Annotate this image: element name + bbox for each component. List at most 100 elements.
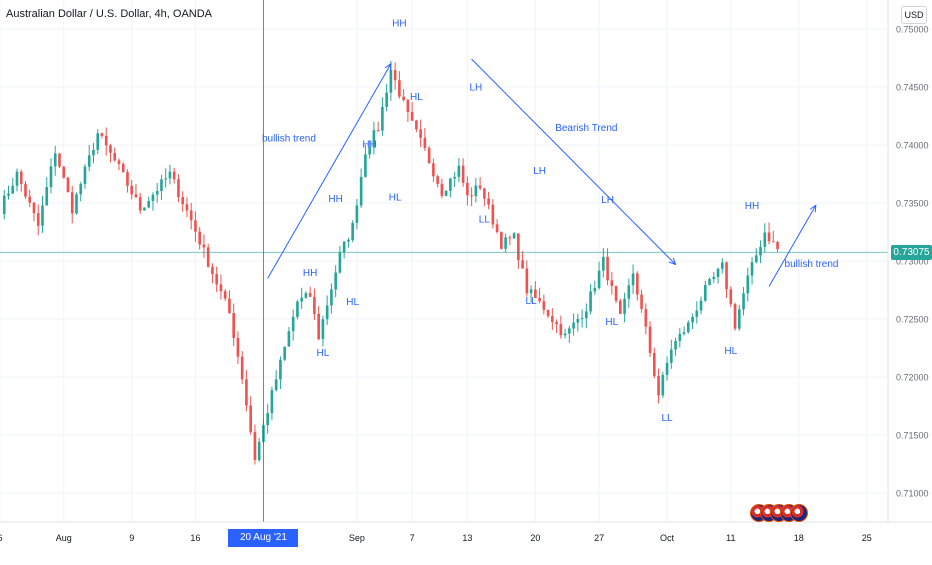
candle-body bbox=[568, 328, 571, 334]
candle-body bbox=[62, 166, 66, 178]
candle bbox=[223, 289, 227, 302]
chart-annotation-label[interactable]: HL bbox=[605, 317, 618, 328]
chart-annotation-label[interactable]: LH bbox=[533, 166, 546, 177]
price-tick-label: 0.74000 bbox=[896, 141, 929, 151]
candle-body bbox=[551, 316, 554, 323]
economic-events[interactable] bbox=[750, 504, 808, 522]
candle-body bbox=[185, 204, 189, 211]
candle bbox=[24, 181, 27, 200]
chart-annotation-label[interactable]: bullish trend bbox=[785, 259, 839, 270]
chart-annotation-label[interactable]: HL bbox=[724, 346, 737, 357]
candle-body bbox=[359, 176, 363, 206]
candle-body bbox=[619, 300, 622, 314]
candle bbox=[478, 177, 482, 191]
candle bbox=[559, 315, 563, 339]
trend-arrow-head[interactable] bbox=[809, 204, 817, 213]
candle bbox=[113, 147, 117, 162]
candle-body bbox=[338, 252, 342, 273]
candle bbox=[423, 127, 427, 151]
chart-annotation-label[interactable]: HH bbox=[745, 201, 759, 212]
candle bbox=[11, 177, 15, 194]
candle-body bbox=[155, 191, 159, 195]
candle-body bbox=[215, 274, 219, 285]
candle-body bbox=[491, 204, 495, 225]
chart-annotation-label[interactable]: HL bbox=[410, 92, 423, 103]
candle bbox=[771, 230, 775, 243]
chart-annotation-label[interactable]: HH bbox=[328, 194, 342, 205]
chart-annotation-label[interactable]: LL bbox=[661, 413, 673, 424]
candle-body bbox=[236, 337, 240, 357]
candle bbox=[529, 285, 533, 303]
candle bbox=[691, 313, 694, 330]
candle-body bbox=[614, 286, 618, 301]
candle bbox=[483, 187, 486, 207]
candle bbox=[674, 337, 677, 356]
candle-body bbox=[750, 262, 754, 276]
candle bbox=[716, 267, 720, 284]
trend-arrow-head[interactable] bbox=[668, 257, 677, 266]
trend-arrow-line[interactable] bbox=[768, 205, 817, 287]
candle bbox=[415, 119, 418, 133]
currency-button[interactable]: USD bbox=[901, 6, 927, 24]
candle-body bbox=[36, 213, 40, 226]
candle bbox=[36, 204, 40, 236]
candle bbox=[15, 168, 19, 192]
candle-body bbox=[104, 135, 108, 146]
candle-body bbox=[495, 224, 499, 233]
drawings[interactable]: HH HL bullish trend HH HH HL HH HL HL LH Bearish T… bbox=[0, 0, 888, 522]
chart-annotation-label[interactable]: HL bbox=[389, 193, 402, 204]
chart-annotation-label[interactable]: HL bbox=[317, 348, 330, 359]
chart-annotation-label[interactable]: LH bbox=[469, 82, 482, 93]
candle bbox=[338, 245, 342, 274]
trend-arrow-line[interactable] bbox=[471, 58, 676, 265]
chart-annotation-label[interactable]: bullish trend bbox=[262, 134, 316, 145]
chart-annotation-label[interactable]: HH bbox=[362, 139, 376, 150]
candle bbox=[376, 121, 380, 132]
candle bbox=[126, 169, 129, 193]
candle-body bbox=[364, 154, 367, 177]
trend-arrow[interactable] bbox=[471, 58, 677, 266]
trend-arrow-head[interactable] bbox=[384, 62, 392, 71]
chart-annotation-label[interactable]: HH bbox=[392, 19, 406, 30]
candle-body bbox=[228, 298, 231, 314]
chart-annotation-label[interactable]: LL bbox=[479, 215, 491, 226]
candle-body bbox=[725, 262, 728, 290]
price-axis[interactable]: 0.75000 0.74500 0.74000 0.73500 0.73000 0.725… bbox=[887, 0, 932, 550]
chart-annotation-label[interactable]: HH bbox=[303, 268, 317, 279]
time-tick-label: 25 bbox=[862, 533, 872, 543]
candle-body bbox=[517, 233, 520, 261]
candle-body bbox=[657, 375, 660, 396]
chart-annotation-label[interactable]: LH bbox=[601, 195, 614, 206]
candle bbox=[737, 304, 741, 331]
candle bbox=[436, 174, 439, 188]
candle bbox=[168, 164, 172, 185]
candle bbox=[321, 315, 325, 347]
candle-body bbox=[440, 183, 444, 196]
candle bbox=[636, 271, 639, 301]
trend-arrow-line[interactable] bbox=[267, 63, 392, 279]
chart-annotation-label[interactable]: HL bbox=[346, 297, 359, 308]
candle-body bbox=[160, 179, 163, 192]
candlestick-chart[interactable]: HH HL bullish trend HH HH HL HH HL HL LH Bearish T… bbox=[0, 0, 932, 550]
candle-body bbox=[474, 185, 478, 197]
candle-body bbox=[177, 179, 180, 198]
candle bbox=[767, 222, 771, 245]
price-tick-label: 0.71500 bbox=[896, 431, 929, 441]
candle bbox=[534, 281, 537, 299]
chart-annotation-label[interactable]: LL bbox=[526, 296, 538, 307]
candle-body bbox=[7, 193, 10, 196]
candle-body bbox=[381, 106, 384, 131]
candle bbox=[385, 84, 388, 112]
candle-body bbox=[576, 319, 580, 323]
candle bbox=[215, 266, 219, 293]
candle bbox=[372, 121, 376, 155]
chart-annotation-label[interactable]: Bearish Trend bbox=[555, 123, 617, 134]
candle bbox=[317, 306, 320, 341]
trend-arrow[interactable] bbox=[267, 62, 392, 279]
candle bbox=[172, 167, 176, 184]
candle-body bbox=[342, 241, 346, 253]
candle bbox=[669, 339, 673, 369]
time-axis[interactable]: 6 Aug 9 16 Sep 7 13 20 27 Oct 11 18 25 bbox=[0, 521, 932, 543]
flag-icon[interactable] bbox=[790, 504, 808, 522]
trend-arrow[interactable] bbox=[768, 204, 817, 287]
